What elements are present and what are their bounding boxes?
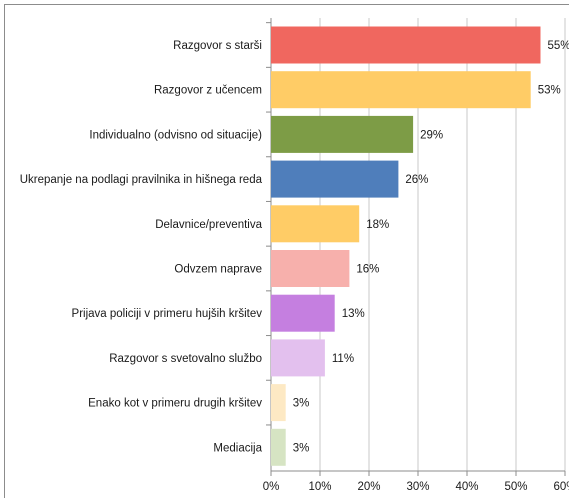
category-label: Ukrepanje na podlagi pravilnika in hišne… [20,174,263,186]
category-label: Individualno (odvisno od situacije) [89,129,262,141]
x-tick-label: 10% [308,481,331,493]
category-label: Razgovor s svetovalno službo [109,353,262,365]
category-label: Prijava policiji v primeru hujših kršite… [72,308,263,320]
data-label: 11% [332,353,354,365]
data-label: 26% [405,174,428,186]
x-tick-label: 30% [406,481,429,493]
data-label: 53% [538,85,561,97]
data-label: 55% [548,40,569,52]
bar [271,71,531,108]
category-label: Razgovor z učencem [154,85,262,97]
bar [271,295,335,332]
bar [271,429,286,466]
bar [271,339,325,376]
category-label: Odvzem naprave [174,264,262,276]
bar [271,384,286,421]
category-label: Mediacija [213,442,262,454]
category-label: Delavnice/preventiva [155,219,262,231]
data-label: 13% [342,308,365,320]
data-label: 29% [420,129,443,141]
bar [271,116,413,153]
bar [271,27,541,64]
data-label: 16% [356,264,379,276]
x-tick-label: 0% [263,481,280,493]
data-label: 18% [366,219,389,231]
category-label: Enako kot v primeru drugih kršitev [88,398,262,410]
x-tick-label: 60% [553,481,569,493]
bar [271,161,398,198]
bar [271,250,349,287]
bar [271,205,359,242]
data-label: 3% [293,442,310,454]
x-tick-label: 20% [357,481,380,493]
x-tick-label: 50% [504,481,527,493]
category-label: Razgovor s starši [173,40,262,52]
data-label: 3% [293,398,310,410]
x-tick-label: 40% [455,481,478,493]
